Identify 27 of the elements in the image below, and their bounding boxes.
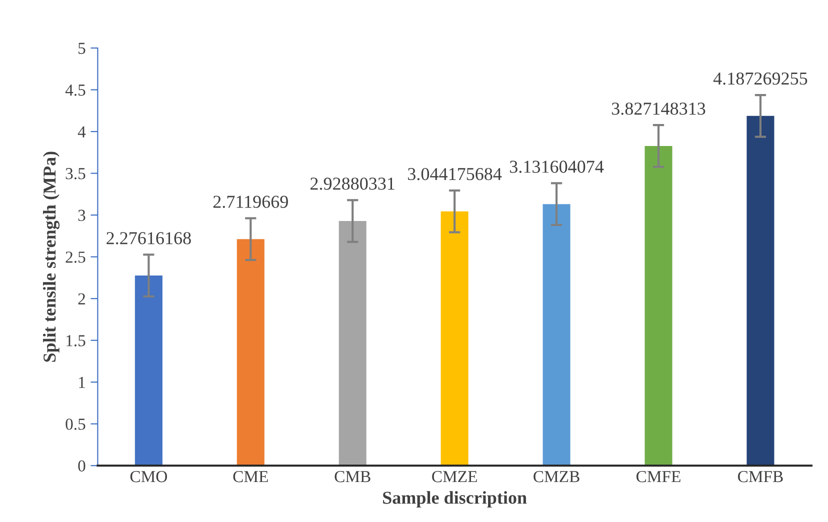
x-tick-label: CME [233, 471, 268, 482]
y-tick-label: 2 [78, 293, 85, 304]
data-label: 2.92880331 [310, 178, 394, 190]
data-label: 2.27616168 [106, 232, 191, 244]
data-label: 3.131604074 [510, 160, 604, 173]
y-tick-label: 1 [79, 376, 85, 388]
data-label: 4.187269255 [713, 72, 808, 85]
y-tick-label: 3 [78, 210, 86, 222]
y-tick-label: 5 [78, 42, 86, 54]
x-tick-label: CMFE [636, 471, 680, 482]
x-tick-label: CMO [130, 471, 167, 482]
x-tick-label: CMB [334, 471, 370, 482]
data-label: 2.7119669 [213, 196, 288, 208]
y-tick-label: 3.5 [66, 168, 86, 180]
y-tick-label: 0.5 [66, 418, 86, 430]
y-axis-title: Split tensile strength (MPa) [42, 152, 60, 362]
y-tick-label: 1.5 [66, 335, 86, 346]
data-label: 3.044175684 [408, 168, 502, 180]
y-tick-label: 4 [78, 126, 86, 138]
x-tick-label: CMFB [738, 471, 783, 482]
data-label: 3.827148313 [612, 102, 706, 115]
x-axis-title: Sample discription [383, 491, 527, 508]
y-tick-label: 4.5 [65, 84, 86, 96]
x-tick-label: CMZE [432, 471, 477, 482]
y-tick-label: 0 [78, 460, 86, 472]
x-tick-label: CMZB [534, 471, 580, 482]
y-tick-label: 2.5 [66, 252, 86, 263]
